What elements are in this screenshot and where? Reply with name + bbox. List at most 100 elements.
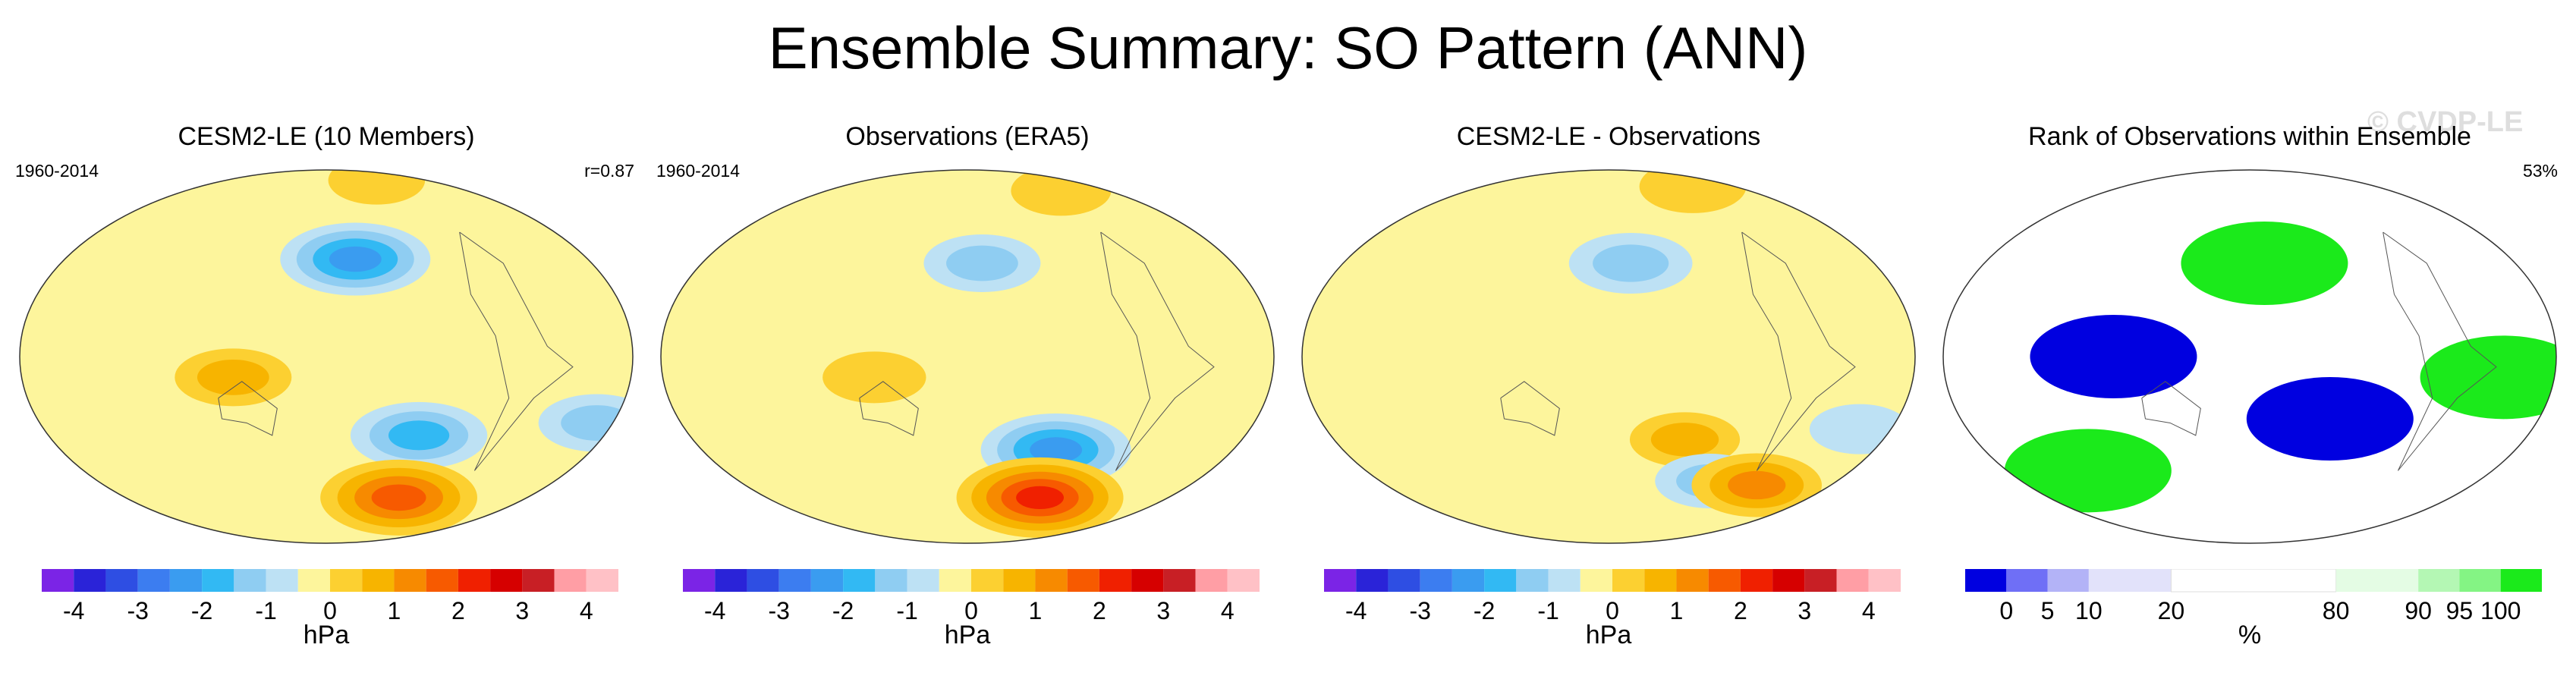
colorbar-tick-label: -4 <box>1345 597 1367 624</box>
coastline-australia <box>2141 381 2201 436</box>
map-difference <box>1301 169 1916 544</box>
contour-arctic-high <box>328 170 426 205</box>
colorbar-swatch <box>2500 569 2542 592</box>
panel-observations: Observations (ERA5) 1960-2014 -4 -3 -2 -1 0 1… <box>649 121 1286 668</box>
colorbar-tick-label: 0 <box>1999 597 2013 624</box>
colorbar-swatch <box>1612 569 1645 592</box>
colorbar-swatch <box>1163 569 1196 592</box>
contour-north-pacific-low <box>329 246 382 272</box>
colorbar-swatch <box>297 569 330 592</box>
colorbar-swatch <box>1836 569 1869 592</box>
map-background <box>1302 170 1915 543</box>
colorbar-swatch <box>1548 569 1581 592</box>
colorbar-swatch <box>1099 569 1132 592</box>
panel-title: Rank of Observations within Ensemble <box>2028 122 2471 151</box>
colorbar-tick-label: -4 <box>63 597 84 624</box>
colorbar-swatch <box>1804 569 1837 592</box>
units-label: % <box>2238 621 2262 649</box>
colorbar-swatch <box>715 569 747 592</box>
colorbar-tick-label: 4 <box>580 597 593 624</box>
colorbar-swatch <box>1420 569 1452 592</box>
colorbar-swatch <box>266 569 298 592</box>
colorbar-swatch <box>1324 569 1357 592</box>
colorbar-swatch <box>1452 569 1485 592</box>
colorbar-swatch <box>2170 569 2337 593</box>
colorbar-swatch <box>1868 569 1901 592</box>
contour-north-pacific-high-rank <box>2181 222 2348 305</box>
colorbar-swatch <box>458 569 491 592</box>
colorbar-swatch <box>1516 569 1549 592</box>
map-rank <box>1942 169 2557 544</box>
colorbar-swatch <box>778 569 811 592</box>
contour-amundsen-sea-high <box>1016 486 1064 510</box>
colorbar-swatch <box>1003 569 1036 592</box>
colorbar-swatch <box>169 569 203 592</box>
colorbar-tick-label: -1 <box>255 597 276 624</box>
colorbar-swatch <box>234 569 266 592</box>
colorbar-swatch <box>426 569 458 592</box>
panel-difference: CESM2-LE - Observations -4 -3 -2 -1 0 1 2 3 4 hP… <box>1290 121 1927 668</box>
colorbar-swatch <box>1644 569 1677 592</box>
contour-south-pacific-low-rank <box>2246 377 2414 461</box>
colorbar-tick-label: -3 <box>1409 597 1430 624</box>
colorbar-tick-label: 3 <box>1156 597 1170 624</box>
contour-southern-ocean-high-rank <box>2004 429 2172 513</box>
contour-indo-pacific-low-rank <box>2030 315 2197 398</box>
colorbar-tick-label: 3 <box>515 597 529 624</box>
colorbar-swatch <box>2459 569 2501 592</box>
colorbar-swatch <box>1580 569 1612 592</box>
colorbar-swatch <box>1676 569 1709 592</box>
colorbar-swatch <box>1035 569 1068 592</box>
colorbar-swatch <box>971 569 1004 592</box>
contour-arctic-high <box>1011 170 1112 216</box>
map-border <box>19 169 634 544</box>
colorbar-swatch <box>2418 569 2460 592</box>
colorbar-observations: -4 -3 -2 -1 0 1 2 3 4 <box>683 569 1260 624</box>
contour-south-atlantic-high-rank <box>2420 335 2556 420</box>
colorbar-swatch <box>42 569 74 592</box>
colorbar-tick-label: -1 <box>1537 597 1558 624</box>
colorbar-tick-label: 4 <box>1221 597 1235 624</box>
units-label: hPa <box>944 621 991 649</box>
map-observations <box>660 169 1275 544</box>
colorbar-swatch <box>330 569 363 592</box>
colorbar-swatch <box>1356 569 1389 592</box>
colorbar-swatch <box>939 569 971 592</box>
coastline-americas <box>1100 231 1215 471</box>
colorbar-swatch <box>2088 569 2172 592</box>
colorbar-tick-label: 100 <box>2480 597 2521 624</box>
map-border <box>660 169 1275 544</box>
colorbar-swatch <box>1740 569 1773 592</box>
contour-south-pacific-low <box>1030 437 1083 463</box>
panel-rank: Rank of Observations within Ensemble 53%… <box>1931 121 2568 668</box>
colorbar-swatch <box>1484 569 1517 592</box>
colorbar-tick-label: 1 <box>388 597 401 624</box>
colorbar-swatch <box>105 569 138 592</box>
contour-north-pacific-low <box>946 245 1018 281</box>
colorbar-tick-label: 20 <box>2158 597 2185 624</box>
colorbar-tick-label: 95 <box>2446 597 2474 624</box>
colorbar-swatch <box>2006 569 2048 592</box>
colorbar-tick-label: 2 <box>1734 597 1747 624</box>
colorbar-swatch <box>137 569 170 592</box>
contour-south-atlantic-low <box>1809 404 1910 454</box>
colorbar-tick-label: 2 <box>451 597 465 624</box>
colorbar-tick-label: 2 <box>1093 597 1106 624</box>
colorbar-swatch <box>362 569 395 592</box>
colorbar-swatch <box>875 569 907 592</box>
map-border <box>1301 169 1916 544</box>
contour-south-pacific-high <box>1650 423 1719 457</box>
coastline-americas <box>459 231 574 471</box>
colorbar-tick-label: -3 <box>127 597 148 624</box>
colorbar-swatch <box>490 569 523 592</box>
colorbar-tick-label: -2 <box>1474 597 1495 624</box>
colorbar-swatch <box>843 569 876 592</box>
coastline-australia <box>1500 381 1560 436</box>
colorbar-swatch <box>586 569 618 592</box>
colorbar-tick-label: -1 <box>896 597 917 624</box>
colorbar-tick-label: 4 <box>1862 597 1876 624</box>
coastline-australia <box>859 381 919 436</box>
panel-title: CESM2-LE - Observations <box>1456 122 1761 151</box>
colorbar-swatch <box>747 569 779 592</box>
colorbar-swatch <box>394 569 426 592</box>
